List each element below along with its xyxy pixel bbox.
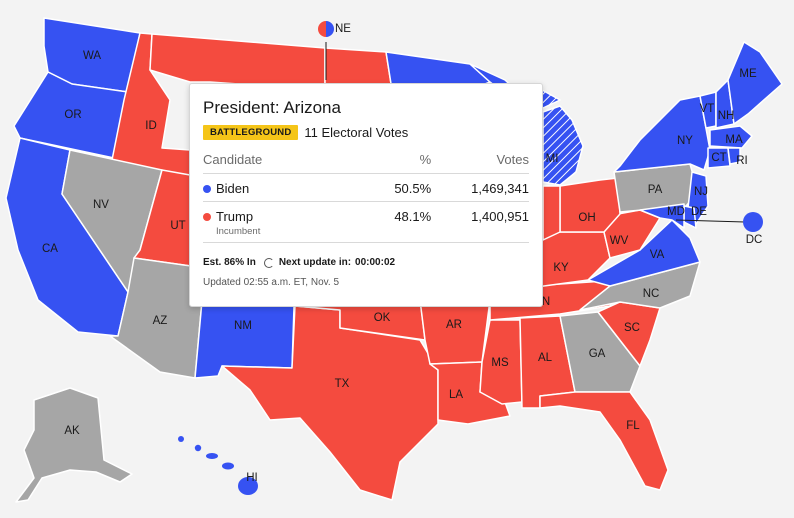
battleground-badge: BATTLEGROUND [203,125,299,140]
state-in[interactable] [542,185,561,241]
table-row: Biden 50.5% 1,469,341 [203,173,529,202]
candidate-votes: 1,469,341 [431,173,529,202]
incumbent-note: Incumbent [216,226,261,237]
state-ma[interactable] [709,125,753,149]
candidate-pct: 50.5% [366,173,432,202]
label-dc: DC [746,234,763,246]
results-header-row: Candidate % Votes [203,152,529,174]
label-ri: RI [736,155,748,167]
candidate-votes: 1,400,951 [431,201,529,243]
header-candidate: Candidate [203,152,366,174]
label-ut: UT [170,220,185,232]
label-mi: MI [546,153,559,165]
label-sc: SC [624,322,640,334]
label-ga: GA [589,348,606,360]
label-nh: NH [718,110,735,122]
label-fl: FL [626,420,640,432]
label-va: VA [650,249,665,261]
header-pct: % [366,152,432,174]
state-ar[interactable] [419,299,491,365]
label-ca: CA [42,243,58,255]
candidate-color-dot [203,184,211,193]
label-ky: KY [553,262,569,274]
label-nv: NV [93,199,109,211]
state-mt[interactable] [149,33,326,91]
label-ma: MA [725,134,743,146]
state-ga[interactable] [559,311,641,393]
header-votes: Votes [431,152,529,174]
updated-timestamp: Updated 02:55 a.m. ET, Nov. 5 [203,277,340,288]
next-update-label: Next update in: [278,257,352,268]
state-md[interactable] [639,203,685,229]
label-de: DE [691,206,707,218]
label-hi: HI [246,472,258,484]
label-wv: WV [610,235,629,247]
state-fl[interactable] [539,391,669,491]
label-tn: N [542,296,550,308]
label-ak: AK [64,425,80,437]
label-ar: AR [446,319,462,331]
candidate-name: Trump [216,209,254,224]
label-ne: NE [335,23,351,35]
popup-title: President: Arizona [203,98,341,117]
table-row: Trump Incumbent 48.1% 1,400,951 [203,201,529,243]
state-results-popup: President: Arizona BATTLEGROUND 11 Elect… [189,83,543,307]
label-nc: NC [643,288,660,300]
popup-subheader: BATTLEGROUND 11 Electoral Votes [203,125,529,140]
state-ny[interactable] [613,95,711,173]
label-az: AZ [153,315,168,327]
label-id: ID [145,120,157,132]
label-ny: NY [677,135,693,147]
next-update-timer: 00:00:02 [355,257,396,268]
ne-split-marker[interactable] [318,21,334,37]
state-ri[interactable] [727,147,741,165]
estimate-in: Est. 86% In [203,257,256,268]
candidate-color-dot [203,212,211,221]
electoral-votes: 11 Electoral Votes [304,125,409,140]
refresh-icon [263,257,274,268]
label-md: MD [667,206,685,218]
state-me[interactable] [727,41,783,125]
label-or: OR [64,109,81,121]
label-la: LA [449,389,463,401]
label-me: ME [739,68,757,80]
label-wa: WA [83,50,101,62]
label-nj: NJ [694,186,708,198]
label-al: AL [538,352,553,364]
state-ct[interactable] [707,147,731,169]
label-ok: OK [374,312,391,324]
state-hi[interactable] [178,436,258,495]
label-ms: MS [491,357,509,369]
state-sc[interactable] [597,301,661,367]
label-pa: PA [648,184,663,196]
label-nm: NM [234,320,252,332]
label-tx: TX [335,378,350,390]
state-ak[interactable] [15,387,133,503]
popup-status: Est. 86% In Next update in: 00:00:02 [203,257,529,268]
dc-marker[interactable] [743,212,763,232]
candidate-pct: 48.1% [366,201,432,243]
candidate-name: Biden [216,181,250,196]
label-oh: OH [578,212,595,224]
results-table: Candidate % Votes Biden 50.5% 1,469,341 … [203,152,529,243]
dc-leader-line [675,219,746,223]
label-vt: VT [700,103,715,115]
label-ct: CT [711,152,726,164]
state-mi[interactable] [542,105,584,186]
